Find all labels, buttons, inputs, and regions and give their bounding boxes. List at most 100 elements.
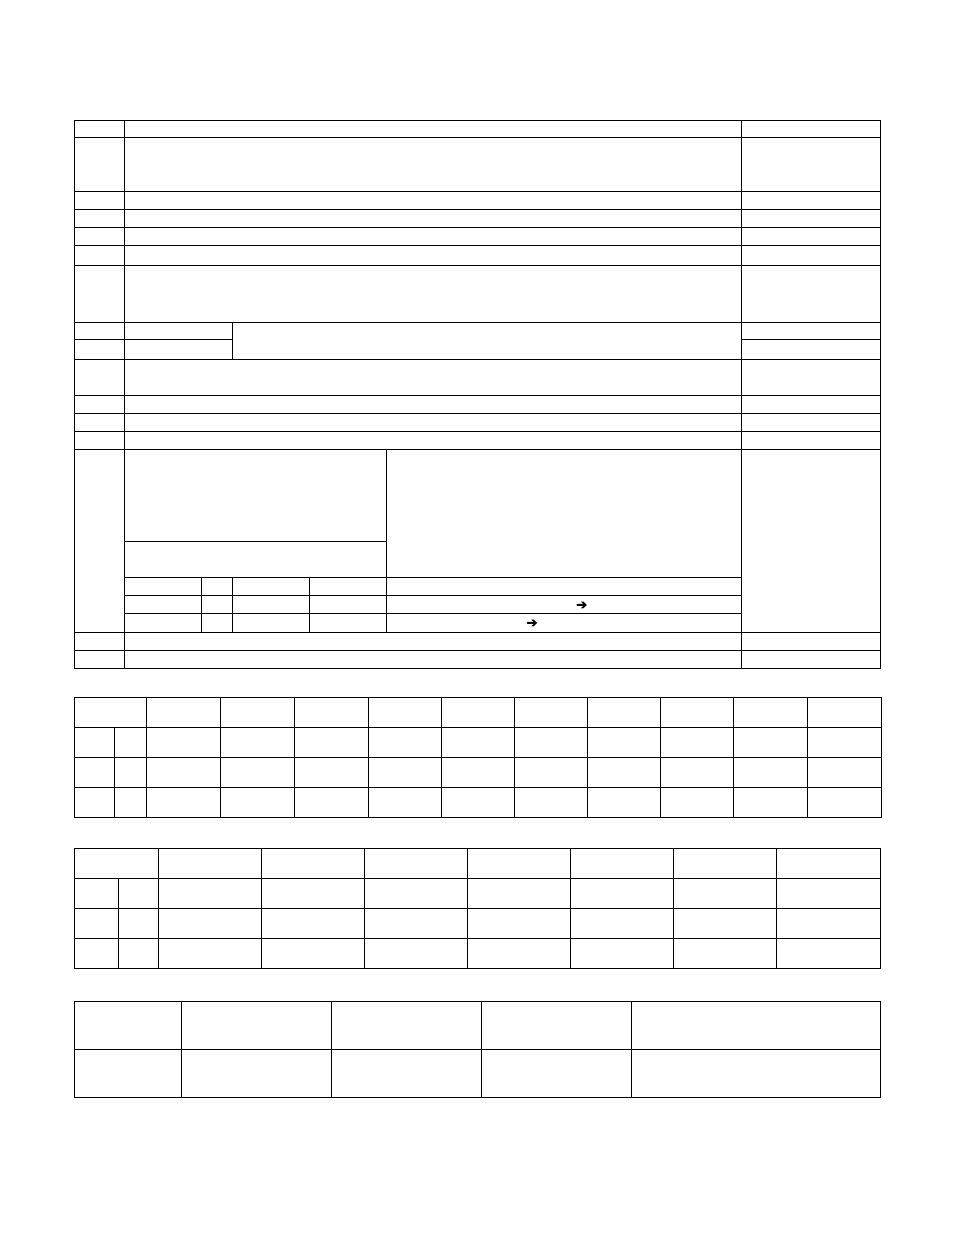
cell xyxy=(661,788,734,818)
cell xyxy=(571,909,674,939)
cell xyxy=(182,1050,332,1098)
header-cell xyxy=(75,698,147,728)
cell xyxy=(808,758,882,788)
header-cell xyxy=(442,698,515,728)
table-header-row xyxy=(75,849,881,879)
table-row xyxy=(75,758,882,788)
cell xyxy=(75,758,115,788)
cell xyxy=(734,788,808,818)
cell xyxy=(674,939,777,969)
cell xyxy=(262,909,365,939)
cell xyxy=(115,788,147,818)
cell xyxy=(147,728,221,758)
table-a: ➔ ➔ xyxy=(74,120,881,669)
cell xyxy=(588,728,661,758)
header-cell xyxy=(365,849,468,879)
cell xyxy=(588,758,661,788)
cell xyxy=(119,879,159,909)
cell xyxy=(332,1002,482,1050)
cell xyxy=(515,758,588,788)
header-cell xyxy=(468,849,571,879)
cell xyxy=(125,596,202,614)
cell xyxy=(571,939,674,969)
cell xyxy=(482,1050,632,1098)
cell xyxy=(147,758,221,788)
cell xyxy=(75,788,115,818)
header-cell xyxy=(295,698,369,728)
cell xyxy=(742,432,881,450)
table-header-row xyxy=(75,698,882,728)
cell xyxy=(482,1002,632,1050)
cell xyxy=(221,758,295,788)
cell xyxy=(674,909,777,939)
table-row xyxy=(75,360,881,396)
cell xyxy=(159,939,262,969)
header-cell xyxy=(588,698,661,728)
cell xyxy=(777,939,881,969)
table-row xyxy=(75,266,881,323)
cell xyxy=(661,728,734,758)
cell xyxy=(310,578,387,596)
cell xyxy=(202,578,233,596)
cell xyxy=(468,939,571,969)
cell xyxy=(742,450,881,633)
cell xyxy=(369,758,442,788)
cell xyxy=(387,450,742,578)
cell xyxy=(332,1050,482,1098)
cell xyxy=(125,450,387,542)
cell xyxy=(310,596,387,614)
cell xyxy=(233,614,310,633)
header-cell xyxy=(661,698,734,728)
cell xyxy=(75,1002,182,1050)
arrow-right-icon: ➔ xyxy=(576,597,587,610)
cell xyxy=(295,788,369,818)
cell xyxy=(75,633,125,651)
cell xyxy=(75,138,125,192)
cell xyxy=(369,788,442,818)
cell xyxy=(221,788,295,818)
cell xyxy=(442,728,515,758)
cell xyxy=(808,788,882,818)
cell xyxy=(125,266,742,323)
cell xyxy=(742,651,881,669)
header-cell xyxy=(159,849,262,879)
cell xyxy=(742,396,881,414)
cell xyxy=(75,228,125,246)
table-row xyxy=(75,138,881,192)
table-b xyxy=(74,697,882,818)
table-row xyxy=(75,728,882,758)
table-row xyxy=(75,879,881,909)
cell xyxy=(75,340,125,360)
table-row xyxy=(75,1002,881,1050)
cell xyxy=(75,909,119,939)
cell xyxy=(125,396,742,414)
cell xyxy=(468,879,571,909)
header-cell xyxy=(147,698,221,728)
cell xyxy=(202,596,233,614)
cell xyxy=(119,909,159,939)
cell xyxy=(632,1002,881,1050)
cell xyxy=(387,578,742,596)
cell xyxy=(777,909,881,939)
cell xyxy=(295,728,369,758)
cell xyxy=(125,614,202,633)
table-row xyxy=(75,788,882,818)
cell xyxy=(742,121,881,138)
cell xyxy=(75,939,119,969)
cell xyxy=(75,246,125,266)
cell xyxy=(125,246,742,266)
header-cell xyxy=(674,849,777,879)
table-row xyxy=(75,1050,881,1098)
cell xyxy=(233,578,310,596)
cell xyxy=(159,879,262,909)
cell xyxy=(734,758,808,788)
table-row xyxy=(75,246,881,266)
table-c xyxy=(74,848,881,969)
cell xyxy=(125,138,742,192)
cell xyxy=(75,651,125,669)
cell xyxy=(75,1050,182,1098)
cell xyxy=(632,1050,881,1098)
cell xyxy=(75,396,125,414)
cell xyxy=(75,266,125,323)
header-cell xyxy=(369,698,442,728)
